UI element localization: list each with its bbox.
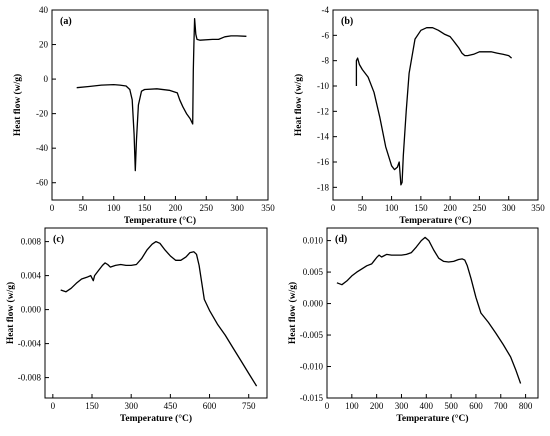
x-tick-label: 50	[358, 203, 368, 213]
x-tick-label: 200	[443, 203, 457, 213]
chart-panel-3: 0 150 300 450 600 750 -0.008 -0.004 0.000 0.004 0.…	[5, 227, 268, 424]
x-tick-label: 700	[494, 401, 508, 411]
x-tick-label: 300	[395, 401, 409, 411]
x-axis-title: Temperature (°C)	[120, 413, 192, 424]
x-tick-label: 400	[420, 401, 434, 411]
panel-label: (b)	[341, 16, 353, 27]
x-tick-label: 0	[325, 401, 330, 411]
y-tick-label: -20	[36, 109, 48, 119]
y-tick-label: 0.005	[303, 267, 324, 277]
x-tick-label: 250	[473, 203, 487, 213]
y-tick-label: -40	[36, 143, 48, 153]
series-line-1	[355, 27, 513, 186]
chart-panel-1: 0 50 100 150 200 250 300 350 -60 -40 -20 0 20 40 Tempe…	[12, 5, 275, 226]
y-tick-label: -14	[317, 132, 329, 142]
series-line-1	[76, 17, 247, 172]
series-line-1	[336, 236, 522, 384]
y-tick-label: -6	[322, 30, 330, 40]
x-tick-label: 300	[230, 203, 244, 213]
y-tick-label: -0.010	[300, 362, 324, 372]
x-axis-title: Temperature (°C)	[396, 413, 468, 424]
plot-frame	[326, 227, 539, 399]
y-tick-label: -8	[322, 56, 330, 66]
y-tick-label: 40	[39, 5, 49, 15]
x-tick-label: 350	[261, 203, 275, 213]
chart-panel-2: 0 50 100 150 200 250 300 350 -18 -16 -14 -12 -10 -8 -6…	[293, 5, 545, 226]
y-axis-title: Heat flow (w/g)	[12, 74, 23, 136]
y-tick-label: 0.010	[303, 236, 324, 246]
chart-panel-4: 0 100 200 300 400 500 600 700 800 -0.015 -0.010 -0.…	[287, 227, 539, 424]
x-tick-label: 350	[531, 203, 545, 213]
y-axis-title: Heat flow (w/g)	[5, 282, 16, 344]
y-tick-label: -0.005	[300, 330, 324, 340]
x-tick-label: 800	[519, 401, 533, 411]
panel-label: (d)	[335, 234, 347, 245]
y-tick-label: 0.004	[21, 271, 42, 281]
y-tick-label: -0.004	[18, 339, 42, 349]
x-tick-label: 450	[164, 401, 178, 411]
y-tick-label: 0.000	[21, 305, 42, 315]
plot-frame	[44, 227, 268, 399]
x-tick-label: 150	[414, 203, 428, 213]
y-tick-label: -4	[322, 5, 330, 15]
plot-frame	[332, 9, 539, 201]
y-tick-label: -60	[36, 178, 48, 188]
x-tick-label: 0	[51, 401, 56, 411]
plot-frame	[51, 9, 269, 201]
panel-label: (c)	[53, 234, 64, 245]
y-axis-title: Heat flow (w/g)	[287, 282, 298, 344]
y-tick-label: 0	[44, 74, 49, 84]
x-tick-label: 50	[78, 203, 88, 213]
x-tick-label: 300	[502, 203, 516, 213]
series-line-1	[60, 240, 258, 387]
x-tick-label: 150	[138, 203, 152, 213]
x-tick-label: 300	[124, 401, 138, 411]
x-tick-label: 0	[50, 203, 55, 213]
y-tick-label: -16	[317, 157, 329, 167]
y-tick-label: -12	[317, 106, 329, 116]
y-tick-label: 20	[39, 40, 49, 50]
x-axis-title: Temperature (°C)	[124, 215, 196, 226]
x-tick-label: 0	[331, 203, 336, 213]
x-tick-label: 200	[370, 401, 384, 411]
x-tick-label: 200	[169, 203, 183, 213]
x-tick-label: 600	[203, 401, 217, 411]
y-axis-title: Heat flow (w/g)	[293, 74, 304, 136]
x-tick-label: 600	[469, 401, 483, 411]
y-tick-label: -18	[317, 182, 329, 192]
y-tick-label: -10	[317, 81, 329, 91]
x-tick-label: 500	[444, 401, 458, 411]
y-tick-label: 0.000	[303, 299, 324, 309]
panel-label: (a)	[60, 16, 72, 27]
x-tick-label: 150	[85, 401, 99, 411]
x-axis-title: Temperature (°C)	[399, 215, 471, 226]
y-tick-label: -0.008	[18, 373, 42, 383]
x-tick-label: 100	[107, 203, 121, 213]
x-tick-label: 750	[242, 401, 256, 411]
x-tick-label: 100	[385, 203, 399, 213]
x-tick-label: 250	[200, 203, 214, 213]
y-tick-label: -0.015	[300, 393, 324, 403]
y-tick-label: 0.008	[21, 237, 42, 247]
x-tick-label: 100	[345, 401, 359, 411]
